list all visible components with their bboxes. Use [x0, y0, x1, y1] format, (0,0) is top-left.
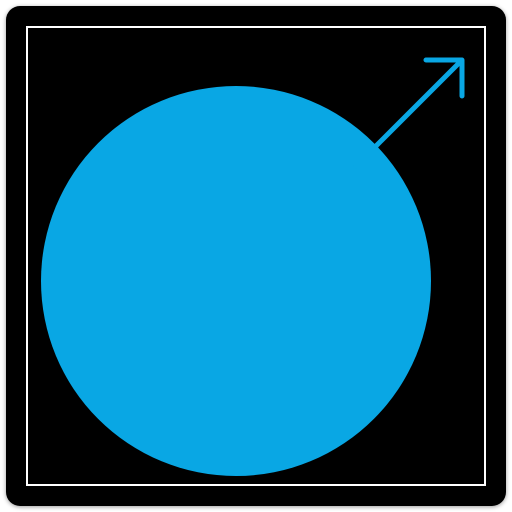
app-icon: [6, 6, 506, 506]
arrow-line: [356, 64, 458, 166]
